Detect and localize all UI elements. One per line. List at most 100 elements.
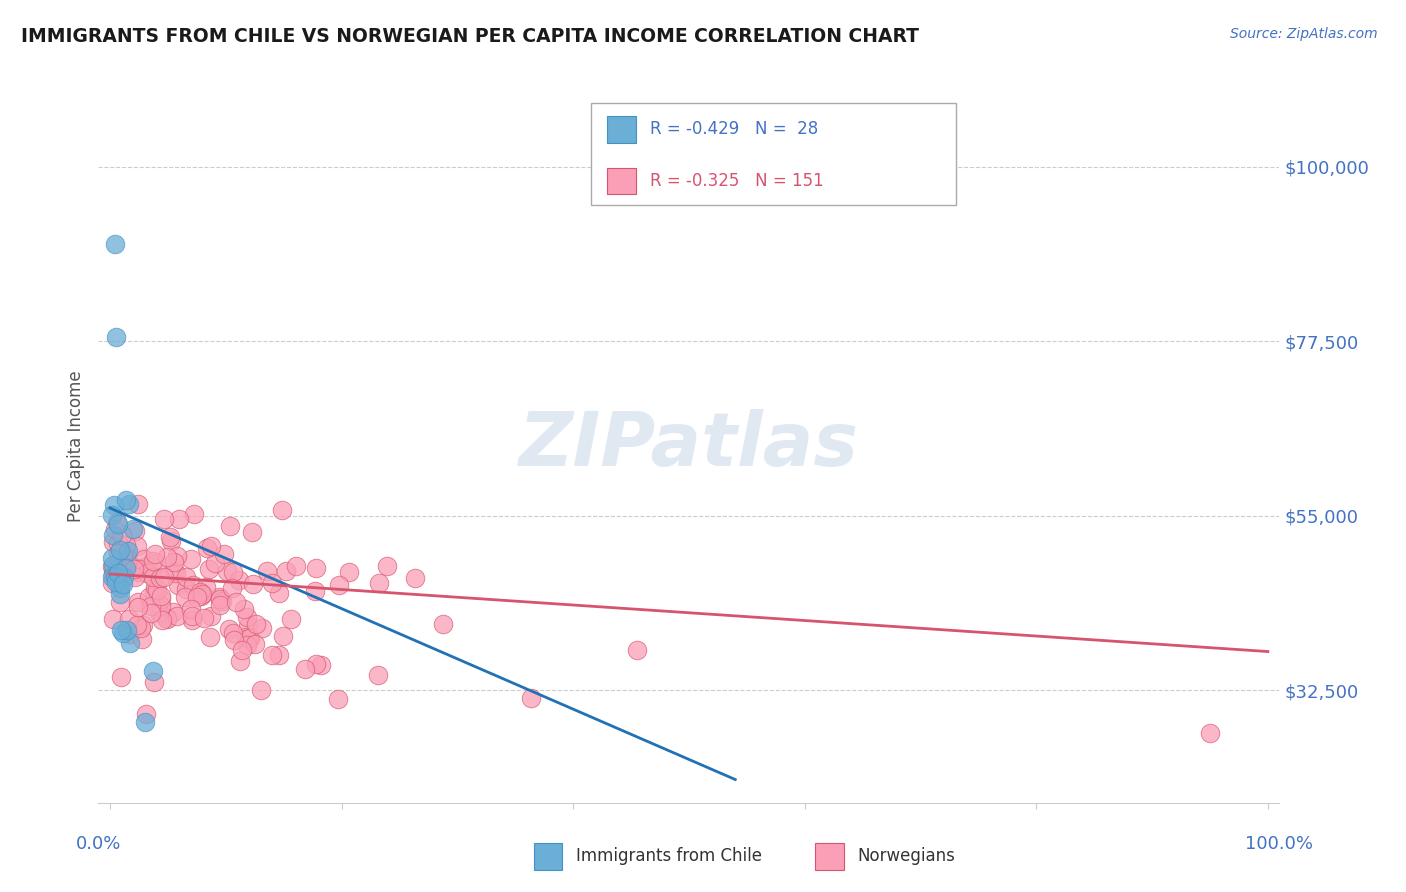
Point (225, 595, 247, 609)
Point (285, 558, 308, 573)
Point (235, 610, 257, 624)
Point (222, 626, 245, 640)
Text: R = -0.429   N =  28: R = -0.429 N = 28 (650, 120, 818, 138)
Point (143, 674, 166, 689)
Point (112, 625, 135, 640)
Point (271, 629, 294, 643)
Point (115, 558, 138, 572)
Point (256, 564, 278, 578)
Point (626, 643, 648, 657)
Point (104, 569, 127, 583)
Point (103, 563, 125, 577)
Point (198, 562, 221, 576)
Point (180, 601, 202, 615)
Point (228, 573, 250, 587)
Point (110, 528, 132, 542)
Point (229, 654, 252, 668)
Point (260, 576, 283, 591)
Point (107, 516, 129, 531)
Point (166, 609, 188, 624)
Point (404, 571, 426, 585)
Text: IMMIGRANTS FROM CHILE VS NORWEGIAN PER CAPITA INCOME CORRELATION CHART: IMMIGRANTS FROM CHILE VS NORWEGIAN PER C… (21, 27, 920, 45)
Point (193, 611, 215, 625)
Point (143, 585, 166, 599)
Point (208, 598, 231, 612)
Point (181, 608, 204, 623)
Point (280, 612, 302, 626)
Point (326, 692, 349, 706)
Point (118, 626, 141, 640)
Point (103, 612, 125, 626)
Point (188, 585, 211, 599)
Point (134, 715, 156, 730)
Point (153, 511, 176, 525)
Point (269, 648, 291, 663)
Point (124, 562, 146, 576)
Point (128, 561, 150, 575)
Point (149, 599, 172, 614)
Point (238, 632, 260, 646)
Text: R = -0.325   N = 151: R = -0.325 N = 151 (650, 172, 824, 190)
Point (111, 557, 134, 571)
Point (1199, 726, 1222, 740)
Point (271, 503, 294, 517)
Point (221, 582, 243, 596)
Y-axis label: Per Capita Income: Per Capita Income (67, 370, 86, 522)
Point (212, 548, 235, 562)
Point (127, 595, 149, 609)
Point (367, 668, 389, 682)
Point (162, 605, 184, 619)
Point (198, 630, 221, 644)
Point (208, 590, 231, 604)
Point (110, 623, 132, 637)
Point (191, 587, 214, 601)
Point (142, 664, 165, 678)
Point (305, 561, 328, 575)
Point (107, 535, 129, 549)
Point (103, 566, 125, 581)
Point (231, 643, 253, 657)
Point (156, 612, 179, 626)
Point (127, 618, 149, 632)
Point (148, 605, 170, 619)
Point (166, 549, 188, 564)
Point (114, 556, 136, 570)
Point (110, 594, 132, 608)
Point (219, 519, 242, 533)
Point (124, 569, 146, 583)
Point (176, 582, 198, 596)
Point (104, 330, 127, 344)
Point (304, 584, 326, 599)
Point (368, 575, 391, 590)
Point (127, 497, 149, 511)
Point (117, 624, 139, 638)
Point (153, 570, 176, 584)
Point (200, 609, 222, 624)
Point (145, 583, 167, 598)
Point (108, 587, 131, 601)
Point (101, 528, 124, 542)
Point (217, 564, 239, 578)
Point (149, 571, 172, 585)
Point (103, 498, 125, 512)
Point (159, 533, 181, 548)
Point (183, 507, 205, 521)
Point (139, 599, 162, 614)
Point (107, 546, 129, 560)
Point (294, 662, 316, 676)
Point (166, 578, 188, 592)
Point (174, 590, 197, 604)
Point (112, 570, 135, 584)
Point (169, 512, 191, 526)
Point (274, 564, 297, 578)
Point (156, 610, 179, 624)
Point (211, 594, 233, 608)
Point (304, 657, 326, 671)
Point (139, 606, 162, 620)
Point (150, 614, 173, 628)
Point (118, 497, 141, 511)
Point (129, 621, 152, 635)
Point (104, 237, 127, 252)
Point (375, 559, 398, 574)
Point (143, 547, 166, 561)
